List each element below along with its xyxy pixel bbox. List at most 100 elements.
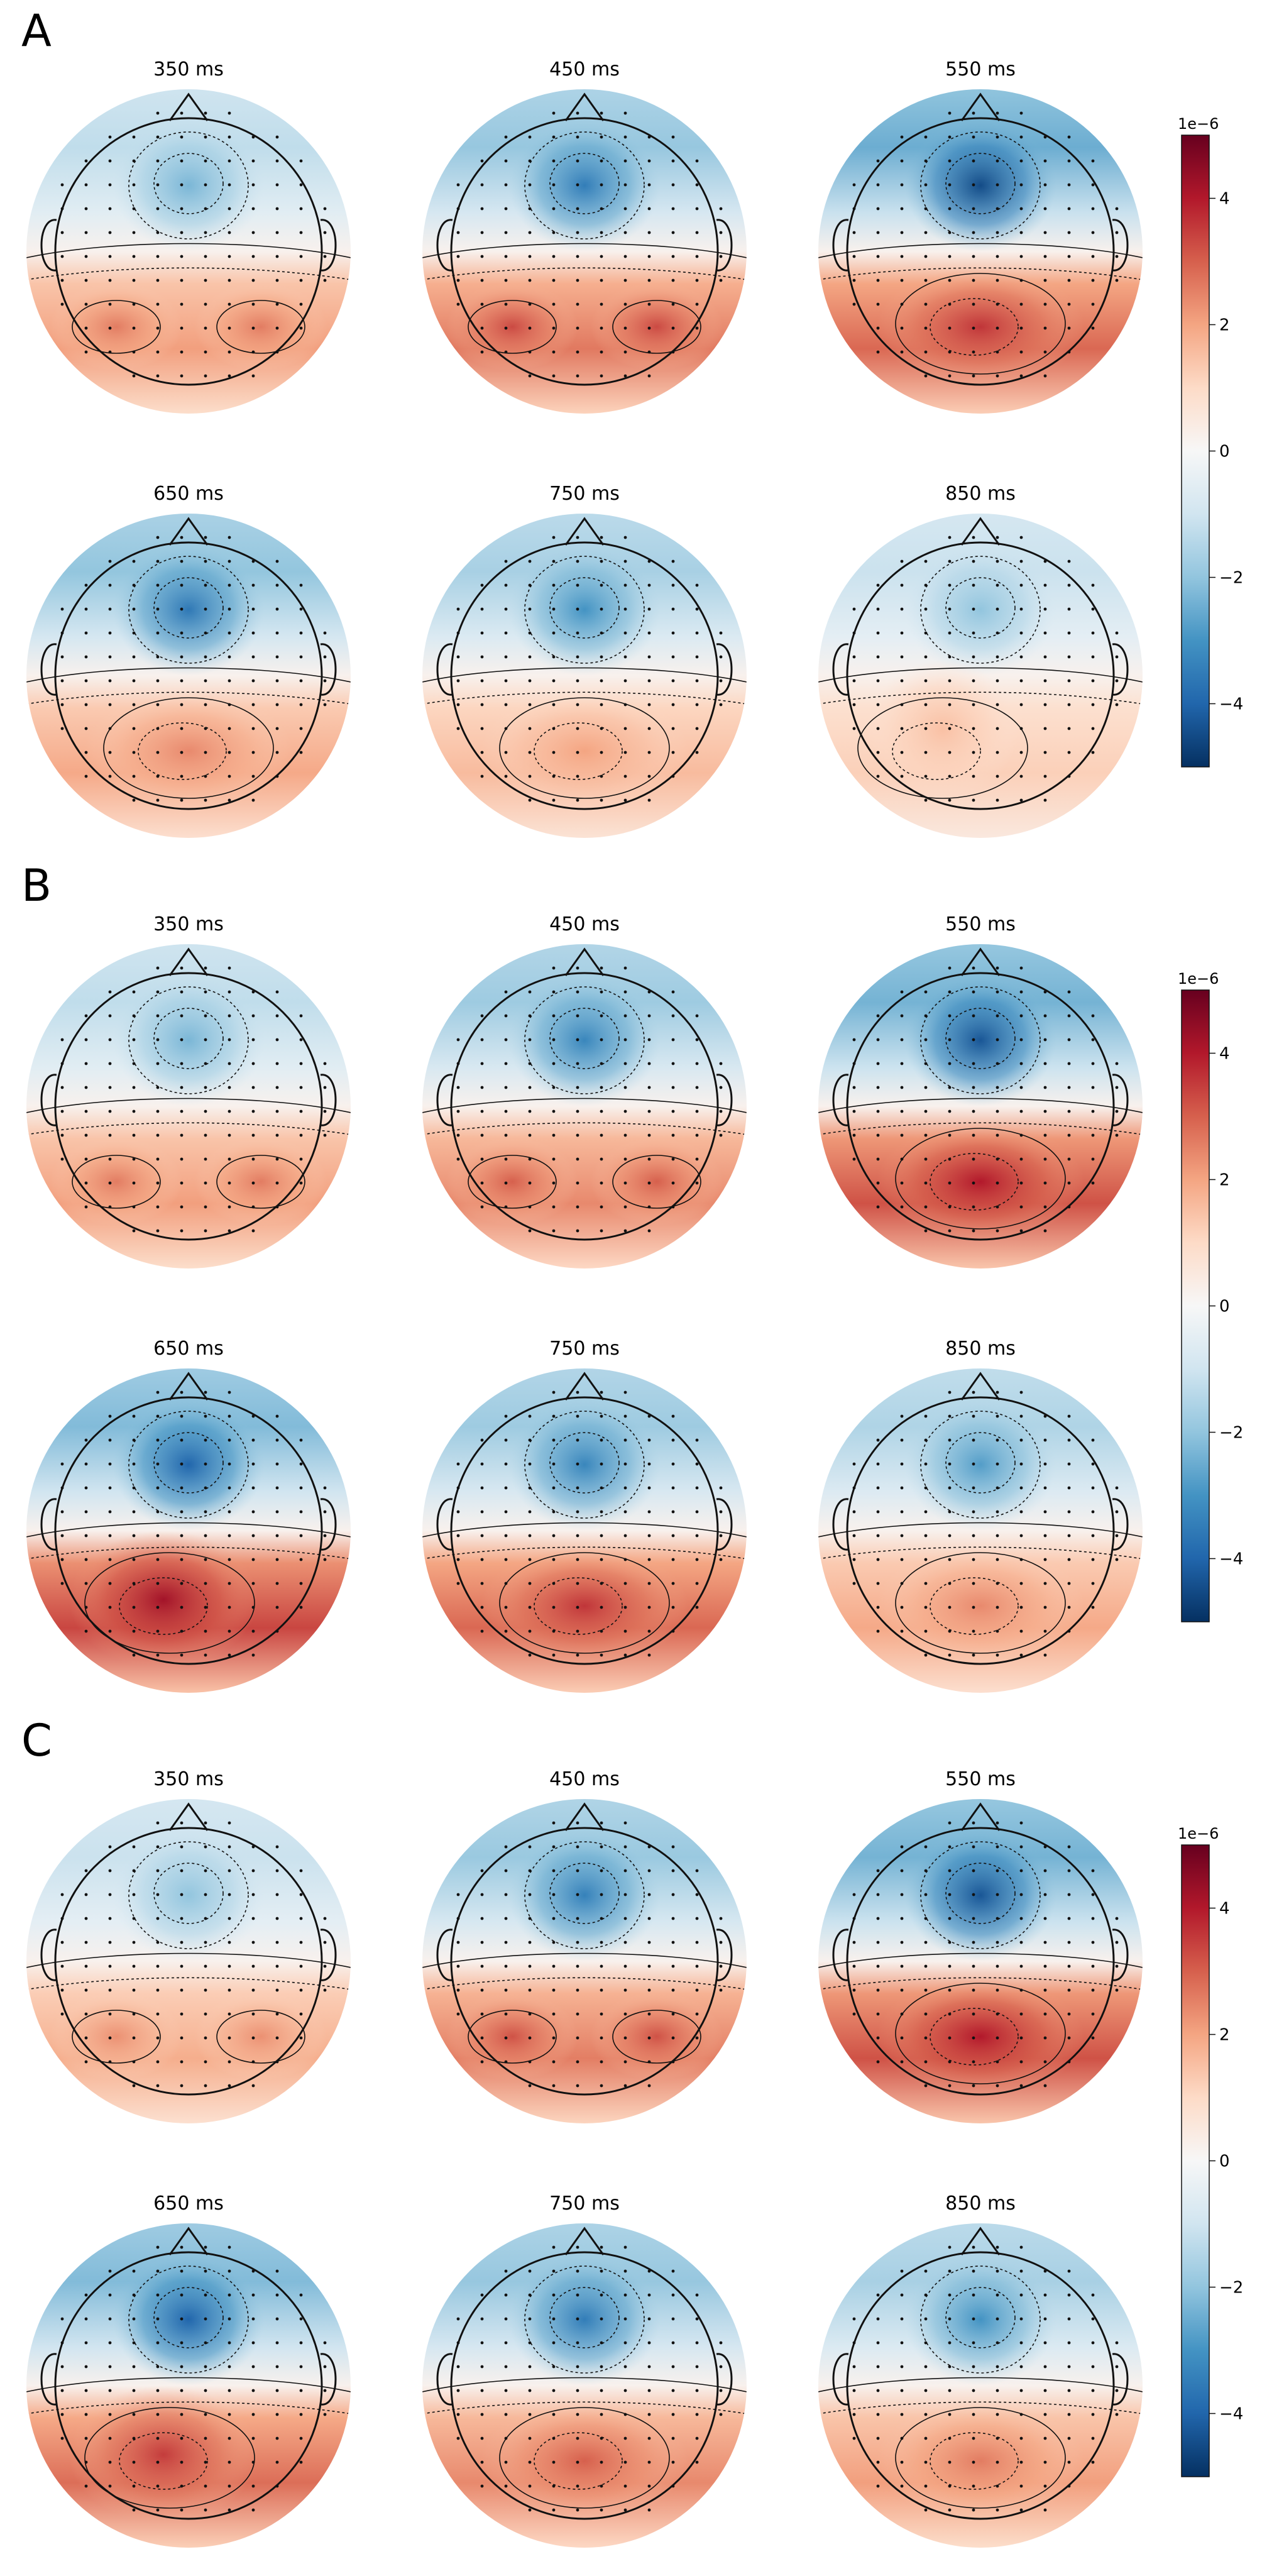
posterior-positivity-right bbox=[591, 283, 723, 371]
left-ear-icon bbox=[832, 2353, 849, 2406]
contour-line bbox=[945, 577, 1016, 639]
contour-line bbox=[920, 1411, 1041, 1519]
posterior-positivity-left bbox=[446, 283, 578, 371]
topomap: 550 ms bbox=[818, 58, 1143, 414]
time-label: 750 ms bbox=[549, 1338, 620, 1360]
contour-line bbox=[895, 1983, 1066, 2084]
contour-line bbox=[119, 2432, 208, 2490]
panel-c: C 350 ms 450 ms 550 ms 650 ms 750 ms 850 ms 1e… bbox=[0, 1710, 1262, 2568]
left-ear-icon bbox=[40, 643, 57, 696]
topomap: 650 ms bbox=[26, 2193, 351, 2548]
contour-line bbox=[153, 577, 224, 639]
contour-line bbox=[84, 2407, 255, 2509]
contour-line bbox=[422, 1098, 747, 1113]
head-outline bbox=[846, 972, 1115, 1241]
right-ear-icon bbox=[320, 1929, 337, 1981]
contour-line bbox=[422, 267, 747, 280]
right-ear-icon bbox=[716, 219, 733, 272]
contour-line bbox=[818, 691, 1143, 705]
frontal-negativity bbox=[905, 1829, 1056, 1961]
contour-line bbox=[549, 1008, 620, 1069]
contour-line bbox=[945, 1863, 1016, 1924]
nose-icon bbox=[564, 1372, 605, 1401]
frontal-negativity bbox=[509, 119, 660, 251]
colorbar-tick-label: 2 bbox=[1219, 2026, 1230, 2045]
frontal-negativity bbox=[113, 974, 264, 1106]
colorbar-tick-label: −4 bbox=[1219, 1550, 1243, 1569]
panel-b: B 350 ms 450 ms 550 ms 650 ms 750 ms 850 ms 1e… bbox=[0, 855, 1262, 1714]
contour-line bbox=[549, 1432, 620, 1494]
posterior-positivity bbox=[877, 1546, 1084, 1666]
contour-line bbox=[612, 1155, 701, 1209]
contour-line bbox=[499, 2407, 670, 2509]
contour-line bbox=[422, 691, 747, 705]
colorbar-tick-label: 4 bbox=[1219, 190, 1230, 209]
left-ear-icon bbox=[40, 1074, 57, 1126]
right-ear-icon bbox=[1112, 1498, 1129, 1551]
contour-line bbox=[216, 1155, 305, 1209]
posterior-positivity bbox=[877, 1122, 1084, 1241]
contour-line bbox=[153, 2287, 224, 2348]
topomap: 750 ms bbox=[422, 1338, 747, 1693]
panel-a: A 350 ms 450 ms 550 ms 650 ms 750 ms 850 ms 1e… bbox=[0, 0, 1262, 859]
topomap: 850 ms bbox=[818, 1338, 1143, 1693]
posterior-positivity bbox=[877, 267, 1084, 387]
left-ear-icon bbox=[40, 2353, 57, 2406]
electrode-array bbox=[852, 1390, 1119, 1657]
right-ear-icon bbox=[320, 643, 337, 696]
contour-line bbox=[818, 1952, 1143, 1968]
contour-line bbox=[26, 1522, 351, 1538]
contour-line bbox=[945, 2287, 1016, 2348]
frontal-negativity bbox=[509, 1829, 660, 1961]
nose-icon bbox=[564, 1802, 605, 1831]
nose-icon bbox=[960, 92, 1001, 121]
head-outline bbox=[450, 972, 719, 1241]
posterior-positivity-right bbox=[195, 283, 327, 371]
topomap: 650 ms bbox=[26, 1338, 351, 1693]
head-outline bbox=[54, 2251, 323, 2520]
colorbar-exponent: 1e−6 bbox=[1178, 1825, 1219, 1842]
contour-line bbox=[930, 1577, 1019, 1635]
topomap: 350 ms bbox=[26, 1768, 351, 2123]
head-outline bbox=[54, 1827, 323, 2096]
left-ear-icon bbox=[832, 1074, 849, 1126]
electrode-array bbox=[852, 1821, 1119, 2088]
contour-line bbox=[818, 267, 1143, 280]
contour-line bbox=[26, 1977, 351, 1990]
contour-line bbox=[26, 243, 351, 258]
time-label: 450 ms bbox=[549, 913, 620, 935]
contour-line bbox=[818, 1098, 1143, 1113]
head-outline bbox=[846, 1827, 1115, 2096]
contour-line bbox=[818, 243, 1143, 258]
colorbar-tick-label: 4 bbox=[1219, 1045, 1230, 1064]
left-ear-icon bbox=[436, 1074, 453, 1126]
posterior-positivity-left bbox=[446, 1993, 578, 2081]
head-outline bbox=[54, 972, 323, 1241]
nose-icon bbox=[168, 2226, 209, 2255]
electrode-array bbox=[456, 536, 723, 802]
nose-icon bbox=[168, 517, 209, 546]
head-outline bbox=[54, 541, 323, 810]
right-ear-icon bbox=[1112, 1929, 1129, 1981]
contour-line bbox=[930, 298, 1019, 356]
contour-line bbox=[534, 2432, 623, 2490]
frontal-negativity bbox=[509, 974, 660, 1106]
electrode-array bbox=[456, 111, 723, 378]
contour-line bbox=[153, 1008, 224, 1069]
left-ear-icon bbox=[40, 1929, 57, 1981]
contour-line bbox=[895, 2407, 1066, 2509]
frontal-negativity bbox=[509, 1399, 660, 1531]
colorbar-exponent: 1e−6 bbox=[1178, 115, 1219, 133]
colorbar-bar bbox=[1181, 135, 1210, 768]
time-label: 550 ms bbox=[945, 913, 1016, 935]
panel-letter: C bbox=[21, 1715, 52, 1766]
colorbar-tick-label: −2 bbox=[1219, 2279, 1243, 2298]
contour-line bbox=[930, 2008, 1019, 2066]
contour-line bbox=[920, 131, 1041, 239]
posterior-positivity-left bbox=[446, 1138, 578, 1226]
frontal-negativity bbox=[113, 1829, 264, 1961]
colorbar: 1e−6 4 2 0 −2 −4 bbox=[1178, 115, 1243, 768]
contour-line bbox=[128, 2265, 249, 2374]
topomap: 650 ms bbox=[26, 483, 351, 838]
electrode-array bbox=[456, 1821, 723, 2088]
